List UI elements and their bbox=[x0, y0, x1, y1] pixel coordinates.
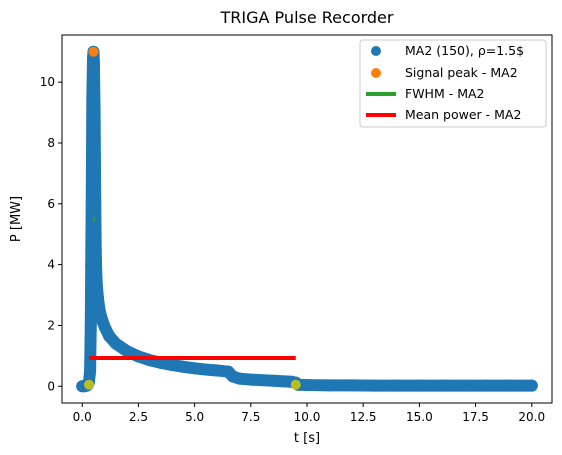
series-ma2-point bbox=[368, 379, 381, 392]
series-ma2-point bbox=[86, 91, 99, 104]
integration-bound-point bbox=[290, 379, 301, 390]
series-ma2-point bbox=[143, 354, 156, 367]
series-ma2-point bbox=[85, 167, 98, 180]
series-ma2-point bbox=[166, 358, 179, 371]
series-ma2-point bbox=[89, 197, 102, 210]
x-axis-label: t [s] bbox=[294, 431, 320, 446]
series-ma2-point bbox=[188, 362, 201, 375]
series-ma2-point bbox=[301, 379, 313, 392]
legend-box bbox=[359, 39, 547, 128]
series-ma2-point bbox=[435, 379, 448, 392]
series-ma2-point bbox=[256, 374, 269, 387]
series-ma2-point bbox=[458, 379, 471, 392]
legend-marker-signal-peak bbox=[371, 68, 381, 78]
legend-label-signal-peak: Signal peak - MA2 bbox=[405, 65, 518, 80]
series-ma2-point bbox=[109, 337, 122, 350]
x-tick-label: 2.5 bbox=[129, 410, 148, 424]
series-ma2-point bbox=[267, 374, 280, 387]
legend-marker-series-ma2 bbox=[371, 46, 381, 56]
x-tick-label: 7.5 bbox=[241, 410, 260, 424]
series-ma2-point bbox=[98, 320, 111, 333]
x-tick-label: 12.5 bbox=[350, 410, 377, 424]
series-ma2-point bbox=[244, 373, 257, 386]
series-ma2-point bbox=[121, 345, 134, 358]
y-axis-label: P [MW] bbox=[9, 196, 24, 242]
series-ma2-point bbox=[87, 57, 100, 70]
y-tick-label: 4 bbox=[47, 258, 55, 272]
x-tick-label: 5.0 bbox=[185, 410, 204, 424]
legend: MA2 (150), ρ=1.5$ Signal peak - MA2 FWHM… bbox=[359, 39, 547, 128]
chart-title: TRIGA Pulse Recorder bbox=[220, 8, 394, 27]
series-ma2-point bbox=[90, 279, 103, 292]
series-ma2-point bbox=[390, 379, 403, 392]
legend-label-fwhm: FWHM - MA2 bbox=[405, 86, 484, 101]
legend-label-series-ma2: MA2 (150), ρ=1.5$ bbox=[405, 43, 524, 58]
series-ma2-point bbox=[199, 363, 212, 376]
x-tick-label: 20.0 bbox=[518, 410, 545, 424]
series-ma2-point bbox=[88, 106, 101, 119]
series-ma2-point bbox=[177, 360, 190, 373]
x-tick-label: 0.0 bbox=[73, 410, 92, 424]
signal-peak-point bbox=[88, 46, 99, 57]
x-tick-label: 15.0 bbox=[406, 410, 433, 424]
y-tick-label: 10 bbox=[40, 75, 55, 89]
series-ma2-point bbox=[84, 365, 97, 378]
series-ma2-point bbox=[90, 264, 103, 277]
x-tick-label: 10.0 bbox=[294, 410, 321, 424]
y-tick-label: 8 bbox=[47, 136, 55, 150]
series-ma2-point bbox=[323, 379, 336, 392]
legend-label-mean-power: Mean power - MA2 bbox=[405, 107, 521, 122]
data-marks bbox=[76, 45, 538, 393]
integration-bound-point bbox=[83, 379, 94, 390]
series-ma2-point bbox=[233, 372, 246, 385]
series-ma2-point bbox=[211, 364, 224, 377]
series-ma2-point bbox=[413, 379, 426, 392]
series-ma2-point bbox=[480, 379, 493, 392]
series-ma2-point bbox=[503, 379, 516, 392]
y-tick-label: 2 bbox=[47, 318, 55, 332]
series-ma2-point bbox=[89, 243, 102, 256]
axis-ticks: 0.0 2.5 5.0 7.5 10.0 12.5 15.0 17.5 20.0 0 2 4 6 8 10 bbox=[40, 75, 545, 424]
series-ma2-point bbox=[525, 379, 538, 392]
series-ma2-point bbox=[91, 292, 104, 305]
y-tick-label: 6 bbox=[47, 197, 55, 211]
y-tick-label: 0 bbox=[47, 379, 55, 393]
x-tick-label: 17.5 bbox=[462, 410, 489, 424]
series-ma2-point bbox=[345, 379, 358, 392]
series-ma2-point bbox=[84, 319, 97, 332]
